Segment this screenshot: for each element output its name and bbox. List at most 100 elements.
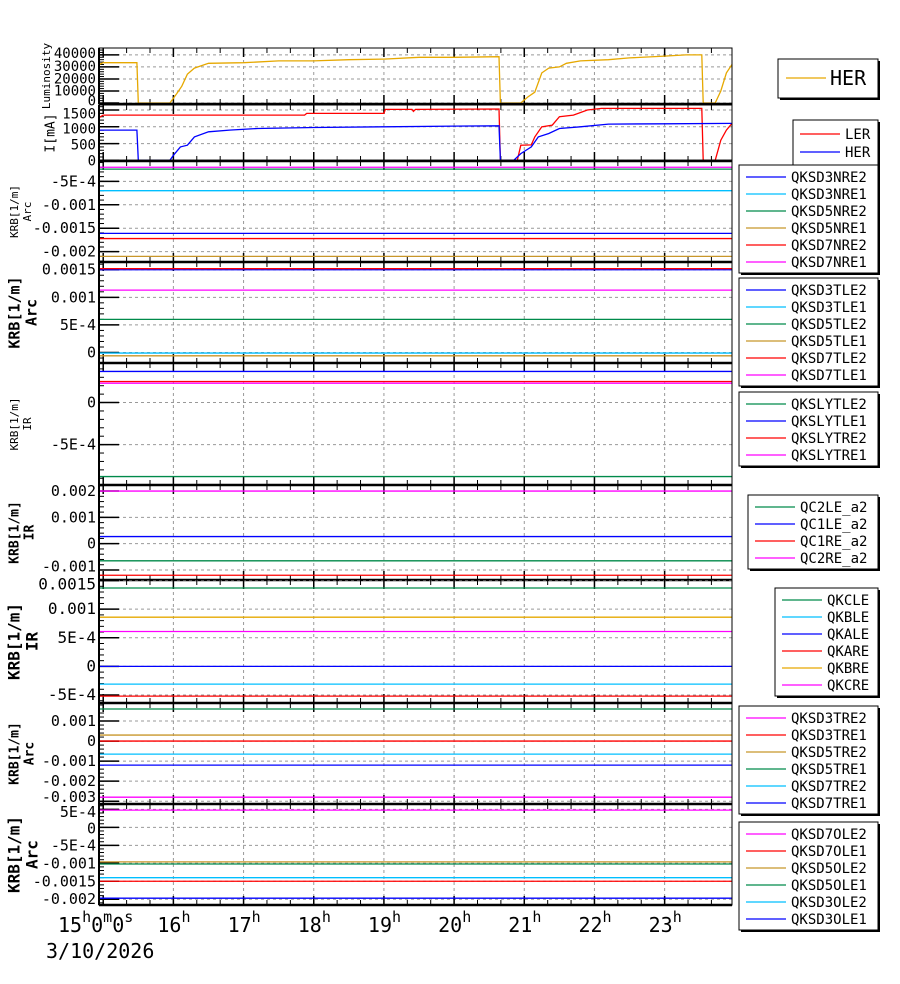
legend-label: QKCRE: [827, 678, 869, 694]
y-tick-label: 0: [87, 344, 96, 362]
y-tick-label: 0.001: [48, 599, 96, 618]
y-axis-label: Arc: [22, 299, 40, 326]
y-tick-label: -0.002: [42, 890, 96, 908]
y-axis-label: Arc: [23, 840, 42, 869]
legend-label: QKSD5TRE1: [791, 762, 867, 778]
x-tick-label: 16h: [157, 908, 190, 937]
y-tick-label: 5E-4: [60, 316, 96, 334]
x-axis: 15h0m0s 16h 17h 18h 19h 20h 21h 22h 23h: [58, 908, 682, 937]
legend-label: HER: [845, 145, 871, 161]
legend-box: [792, 119, 879, 167]
y-tick-label: -0.001: [42, 854, 96, 872]
legend-label: QKSD3OLE1: [791, 912, 867, 928]
legend-label: QKSD3NRE2: [791, 170, 867, 186]
legend-label: QKSD3NRE1: [791, 187, 867, 203]
legend-label: QKSLYTRE1: [791, 448, 867, 464]
y-axis-label: KRB[1/m]: [5, 603, 24, 680]
legend-label: QKSD3TLE2: [791, 283, 867, 299]
legend-label: QKSD7TRE2: [791, 779, 867, 795]
y-tick-label: -0.002: [42, 772, 96, 790]
y-tick-label: 30000: [54, 59, 96, 75]
legend-3: QKSD3TLE2QKSD3TLE1QKSD5TLE2QKSD5TLE1QKSD…: [738, 277, 880, 388]
legend-box: [738, 277, 879, 387]
series-group: [99, 370, 732, 478]
series-line-ler: [99, 107, 732, 161]
panel-6: 0.0015 0.001 5E-4 0 -5E-4 KRB[1/m] IR: [5, 574, 733, 705]
legend-1: LER HER: [792, 119, 880, 168]
y-tick-label: 0: [87, 820, 96, 838]
panel-frame: [98, 104, 733, 162]
y-tick-label: 500: [71, 137, 96, 153]
legend-box: [738, 705, 879, 815]
y-axis-label: KRB[1/m]: [5, 276, 23, 348]
panel-7: 0.001 0 -0.001 -0.002-0.003 KRB[1/m] Arc: [8, 702, 733, 806]
y-tick-label: 10000: [54, 84, 96, 100]
y-tick-label: -5E-4: [48, 685, 96, 704]
y-tick-label: -0.003: [42, 788, 96, 806]
panel-8: 5E-40-5E-4-0.001-0.0015-0.002 KRB[1/m] Arc: [5, 803, 733, 908]
legend-label: QKSD3TLE1: [791, 300, 867, 316]
x-tick-label: 22h: [578, 908, 611, 937]
panel-frame: [98, 803, 733, 906]
legend-label: QC2LE_a2: [800, 500, 867, 516]
y-tick-label: 0.001: [51, 288, 96, 306]
y-tick-label: 40000: [54, 46, 96, 62]
series-group: [99, 107, 732, 161]
legend-label: QKARE: [827, 644, 869, 660]
panel-frame: [98, 160, 733, 263]
panel-4: 0 -5E-4 KRB[1/m] IR: [8, 362, 733, 487]
panels: 010000200003000040000Luminosity050010001…: [5, 43, 733, 908]
legend-label: QKSD7TLE2: [791, 351, 867, 367]
series-group: [99, 809, 732, 899]
series-line-her: [99, 54, 732, 104]
y-axis-label: KRB[1/m]: [5, 816, 24, 893]
x-axis-date-label: 3/10/2026: [46, 939, 154, 963]
legend-label: QKSLYTRE2: [791, 431, 867, 447]
legend-box: [738, 164, 879, 274]
y-tick-label: 0.001: [51, 508, 96, 526]
legends: HERLERHERQKSD3NRE2QKSD3NRE1QKSD5NRE2QKSD…: [738, 58, 880, 932]
legend-label: QKSD3TRE1: [791, 728, 867, 744]
legend-label: QKCLE: [827, 593, 869, 609]
y-tick-label: -0.001: [42, 752, 96, 770]
y-tick-label: 0.001: [51, 712, 96, 730]
x-tick-label: 19h: [368, 908, 401, 937]
legend-label: HER: [830, 66, 867, 90]
legend-label: QC1LE_a2: [800, 517, 867, 533]
x-tick-label: 21h: [508, 908, 541, 937]
legend-label: QKSD5OLE2: [791, 861, 867, 877]
legend-label: QKSD5NRE1: [791, 221, 867, 237]
panel-5: 0.002 0.001 0 -0.001 KRB[1/m] IR: [8, 482, 733, 582]
legend-label: QKSD7OLE1: [791, 844, 867, 860]
legend-label: QKSLYTLE2: [791, 397, 867, 413]
legend-label: QKSD7NRE1: [791, 255, 867, 271]
x-tick-label: 15h0m0s: [58, 908, 133, 937]
legend-7: QKSD3TRE2QKSD3TRE1QKSD5TRE2QKSD5TRE1QKSD…: [738, 705, 880, 816]
y-tick-label: 0: [87, 394, 96, 412]
y-axis-label: Arc: [21, 202, 34, 222]
x-tick-label: 18h: [298, 908, 331, 937]
y-tick-label: -0.001: [42, 557, 96, 575]
y-axis-label: IR: [23, 632, 42, 652]
y-tick-label: -0.0015: [33, 872, 96, 890]
panel-frame: [98, 484, 733, 581]
legend-label: QKSD5TLE2: [791, 317, 867, 333]
panel-3: 0.0015 0.001 5E-4 0 KRB[1/m] Arc: [5, 261, 733, 365]
legend-2: QKSD3NRE2QKSD3NRE1QKSD5NRE2QKSD5NRE1QKSD…: [738, 164, 880, 275]
legend-label: QKSD5TRE2: [791, 745, 867, 761]
legend-label: QC2RE_a2: [800, 551, 867, 567]
y-tick-label: -0.0015: [33, 219, 96, 237]
series-group: [99, 708, 732, 798]
y-axis-label: IR: [21, 417, 34, 431]
y-tick-label: -5E-4: [51, 436, 96, 454]
y-tick-label: 20000: [54, 71, 96, 87]
x-tick-label: 23h: [649, 908, 682, 937]
y-axis-label: Arc: [23, 742, 38, 765]
y-tick-label: 0: [87, 535, 96, 553]
panel-frame: [98, 47, 733, 105]
y-tick-label: 0.002: [51, 482, 96, 500]
y-axis-label: KRB[1/m]: [8, 398, 21, 451]
y-axis-label: IR: [23, 525, 38, 541]
